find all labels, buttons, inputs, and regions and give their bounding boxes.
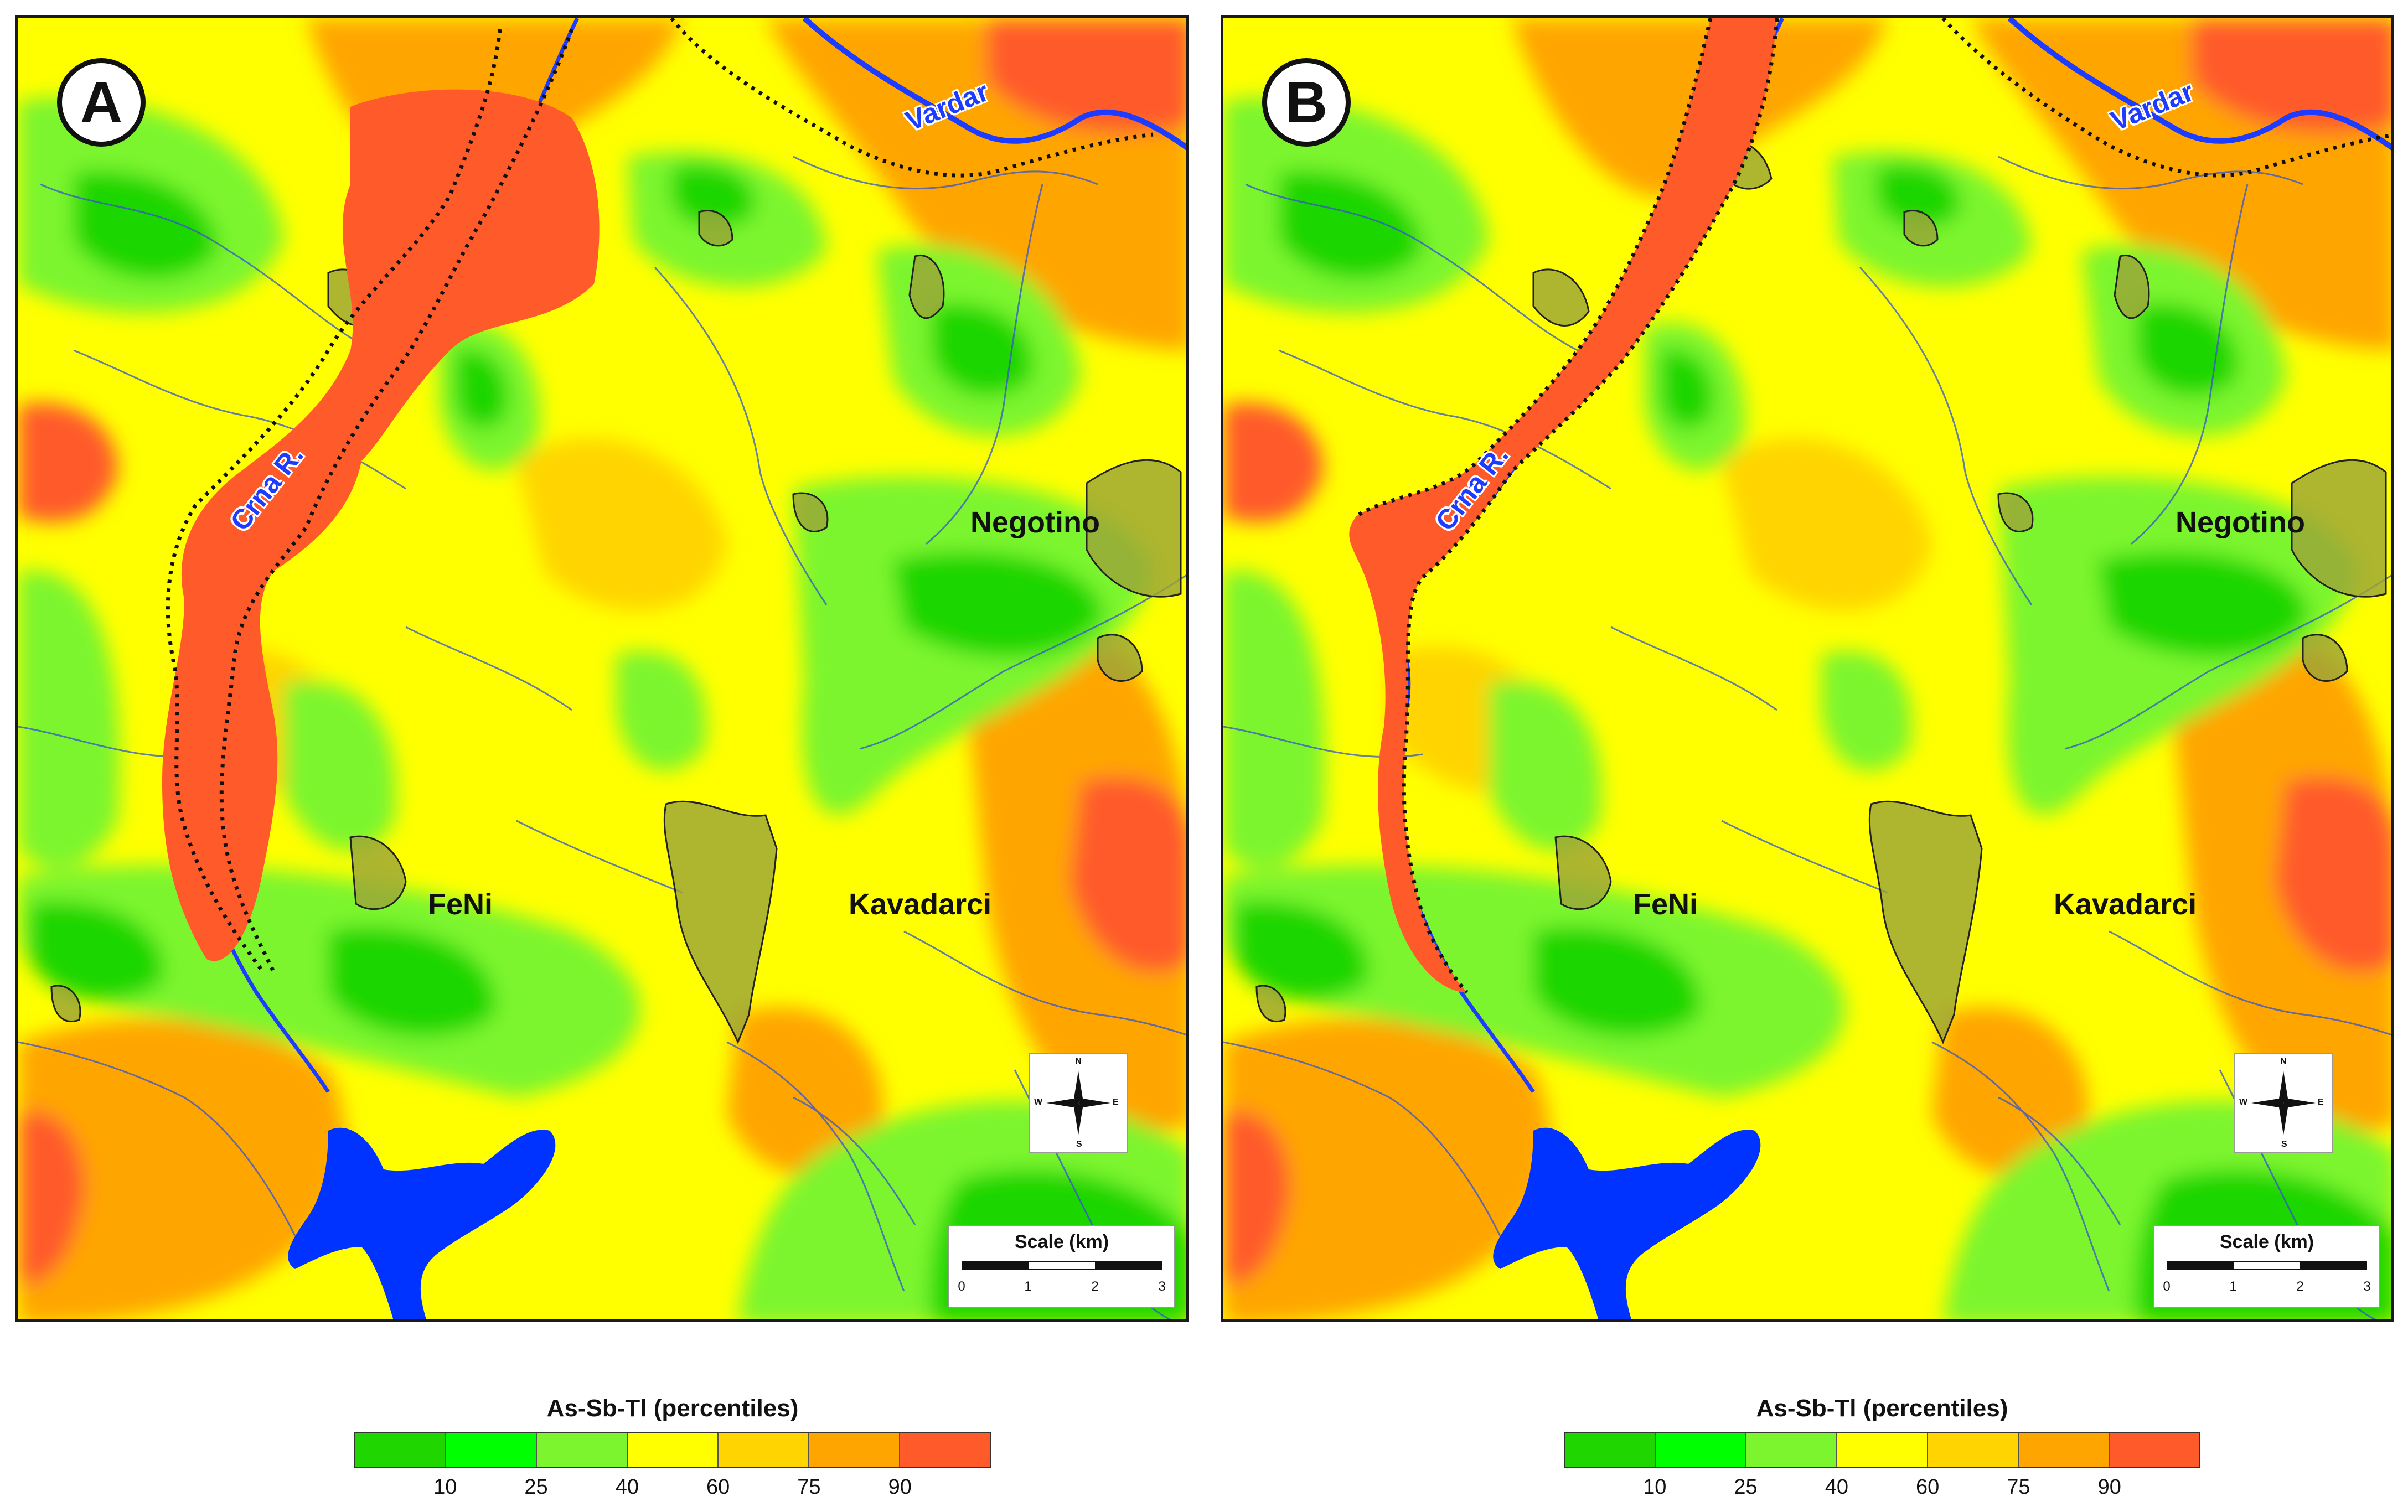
hotspot-zone-a [162,89,600,961]
legend-tick: 90 [888,1475,912,1499]
scale-tick: 2 [2296,1279,2304,1294]
compass-s: S [1076,1140,1082,1149]
legend-tick: 75 [2007,1475,2030,1499]
town-label-negotino: Negotino [970,506,1100,539]
compass-e: E [1113,1097,1119,1107]
legend-tick: 25 [1734,1475,1758,1499]
legend-tick: 75 [797,1475,821,1499]
compass-w: W [1034,1097,1043,1107]
legend-color-bar [354,1432,991,1468]
scale-bar-box: Scale (km) 0 1 2 3 [948,1225,1175,1308]
legend-tick: 40 [615,1475,639,1499]
legend-swatch [1746,1433,1837,1467]
legend-tick: 60 [706,1475,730,1499]
legend-tick: 10 [1643,1475,1667,1499]
scale-bar [962,1261,1162,1270]
legend-tick: 25 [524,1475,548,1499]
compass-n: N [1075,1057,1082,1066]
map-surface [18,18,1189,1322]
compass-rose: N S E W [2234,1053,2333,1153]
town-label-negotino: Negotino [2176,506,2305,539]
legend-swatch [537,1433,628,1467]
legend-swatch [809,1433,900,1467]
scale-bar-box: Scale (km) 0 1 2 3 [2153,1225,2380,1308]
legend-ticks: 10 25 40 60 75 90 [354,1475,991,1503]
legend-title: As-Sb-Tl (percentiles) [1756,1395,2008,1422]
legend-swatch [355,1433,446,1467]
study-boundary-a [166,18,1154,972]
scale-tick: 3 [1158,1279,1166,1294]
legend-swatch [2019,1433,2110,1467]
town-label-feni: FeNi [1633,888,1698,921]
compass-s: S [2281,1140,2287,1149]
map-panel-a: A Vardar Crna R. Negotino Kavadarci FeNi… [15,15,1189,1322]
hotspot-zone-b [1349,18,1777,992]
legend-title: As-Sb-Tl (percentiles) [546,1395,799,1422]
panel-label: A [57,58,146,147]
compass-star-icon [2251,1071,2316,1135]
map-panel-b: B Vardar Crna R. Negotino Kavadarci FeNi… [1221,15,2394,1322]
compass-n: N [2280,1057,2287,1066]
legend-swatch [1837,1433,1928,1467]
legend-swatch [1565,1433,1656,1467]
compass-star-icon [1046,1071,1110,1135]
panel-label: B [1262,58,1351,147]
scale-title: Scale (km) [2219,1231,2314,1252]
legend: As-Sb-Tl (percentiles) 10 25 40 60 75 90 [354,1395,991,1503]
scale-tick: 1 [1024,1279,1032,1294]
legend: As-Sb-Tl (percentiles) 10 25 40 60 75 90 [1564,1395,2200,1503]
scale-title: Scale (km) [1014,1231,1109,1252]
legend-tick: 40 [1825,1475,1848,1499]
scale-tick: 0 [2163,1279,2171,1294]
compass-w: W [2239,1097,2248,1107]
legend-swatch [1928,1433,2019,1467]
legend-tick: 90 [2097,1475,2121,1499]
legend-swatch [719,1433,809,1467]
town-label-kavadarci: Kavadarci [849,888,992,921]
scale-bar [2167,1261,2367,1270]
map-surface [1223,18,2391,1322]
scale-tick: 3 [2363,1279,2371,1294]
legend-tick: 10 [433,1475,457,1499]
legend-ticks: 10 25 40 60 75 90 [1564,1475,2200,1503]
study-boundary-b [1355,18,2391,994]
legend-swatch [900,1433,990,1467]
legend-tick: 60 [1916,1475,1940,1499]
scale-tick: 1 [2229,1279,2237,1294]
legend-swatch [1656,1433,1746,1467]
scale-tick: 0 [958,1279,965,1294]
compass-e: E [2318,1097,2324,1107]
town-label-kavadarci: Kavadarci [2054,888,2197,921]
legend-swatch [446,1433,537,1467]
town-label-feni: FeNi [428,888,493,921]
compass-rose: N S E W [1029,1053,1128,1153]
legend-swatch [2110,1433,2199,1467]
legend-swatch [628,1433,719,1467]
legend-color-bar [1564,1432,2200,1468]
scale-tick: 2 [1091,1279,1099,1294]
